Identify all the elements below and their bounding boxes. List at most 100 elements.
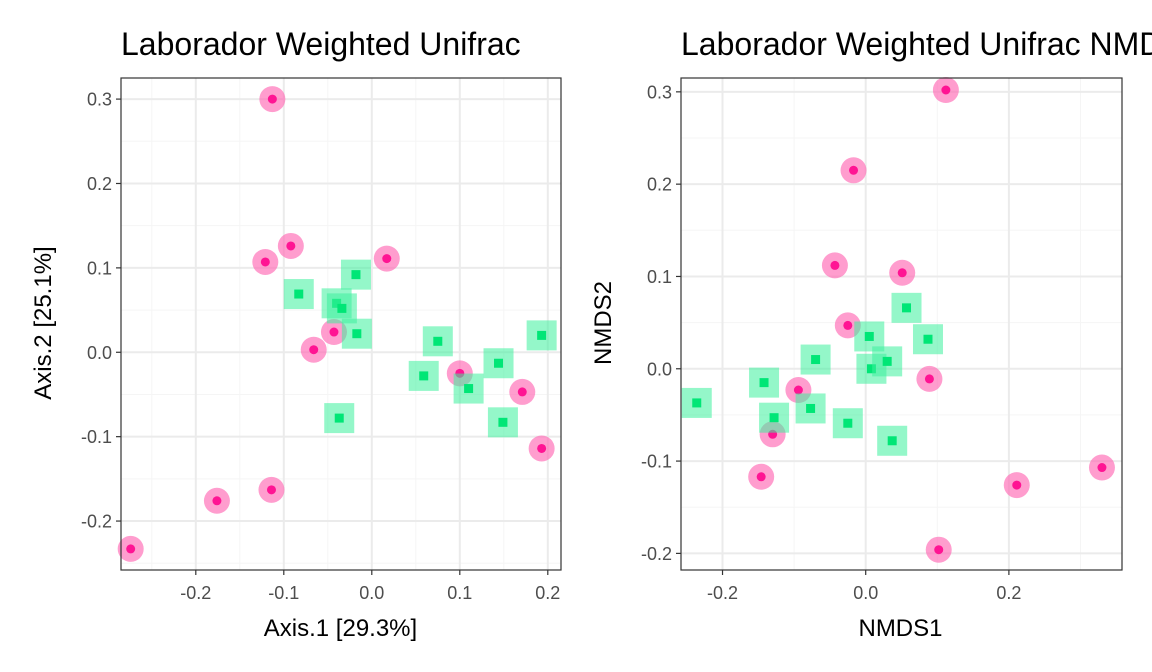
point-core — [294, 289, 304, 299]
point-core — [1012, 480, 1022, 490]
point-core — [334, 413, 344, 423]
point-core — [1097, 463, 1107, 473]
point-core — [756, 472, 766, 482]
point-core — [887, 436, 897, 446]
square-point — [340, 259, 371, 290]
circle-point — [821, 252, 848, 279]
x-tick-label: 0.0 — [853, 583, 878, 603]
square-point — [832, 408, 863, 439]
y-tick-label: 0.3 — [647, 82, 672, 102]
y-tick-label: 0.2 — [647, 175, 672, 195]
circle-point — [203, 487, 230, 514]
point-core — [882, 356, 892, 366]
square-point — [422, 326, 453, 357]
x-tick-label: -0.2 — [707, 583, 738, 603]
square-point — [749, 367, 780, 398]
point-core — [329, 327, 339, 337]
x-axis-title: Axis.1 [29.3%] — [264, 615, 417, 642]
y-tick-label: 0.2 — [87, 174, 112, 194]
panel-border — [120, 77, 562, 571]
x-tick-label: 0.2 — [996, 583, 1021, 603]
circle-point — [840, 157, 867, 184]
point-core — [419, 371, 429, 381]
square-point — [487, 407, 518, 438]
x-tick-label: 0.2 — [535, 583, 560, 603]
point-core — [759, 378, 769, 388]
x-axis-title: NMDS1 — [858, 615, 942, 642]
circle-point — [300, 336, 327, 363]
point-core — [537, 330, 547, 340]
point-core — [897, 268, 907, 278]
square-point — [324, 403, 355, 434]
chart-nmds: Laborador Weighted Unifrac NMDS NMDS1 NM… — [590, 26, 1152, 642]
point-core — [212, 496, 222, 506]
point-core — [267, 94, 277, 104]
square-point — [453, 373, 484, 404]
data-points — [681, 77, 1115, 563]
circle-point — [1088, 454, 1115, 481]
point-core — [352, 329, 362, 339]
point-core — [830, 260, 840, 270]
point-core — [806, 403, 816, 413]
point-core — [260, 257, 270, 267]
point-core — [811, 355, 821, 365]
chart-pcoa: Laborador Weighted Unifrac Axis.1 [29.3%… — [30, 26, 562, 642]
point-core — [864, 331, 874, 341]
circle-point — [1003, 472, 1030, 499]
point-core — [498, 417, 508, 427]
circle-point — [748, 463, 775, 490]
x-tick-label: 0.0 — [359, 583, 384, 603]
circle-point — [320, 319, 347, 346]
circle-point — [916, 365, 943, 392]
chart-title: Laborador Weighted Unifrac NMDS — [681, 26, 1152, 62]
y-tick-label: 0.3 — [87, 90, 112, 110]
panel-border — [680, 77, 1123, 571]
circle-point — [925, 536, 952, 563]
point-core — [849, 165, 859, 175]
square-point — [800, 344, 831, 375]
circle-point — [252, 248, 279, 275]
x-tick-label: -0.2 — [180, 583, 211, 603]
point-core — [843, 320, 853, 330]
y-tick-label: 0.0 — [647, 359, 672, 379]
point-core — [941, 85, 951, 95]
circle-point — [932, 77, 959, 103]
grid — [681, 78, 1122, 570]
point-core — [337, 303, 347, 313]
point-core — [126, 544, 136, 554]
point-core — [843, 418, 853, 428]
point-core — [769, 413, 779, 423]
circle-point — [889, 259, 916, 286]
y-tick-label: -0.2 — [81, 512, 112, 532]
square-point — [872, 346, 903, 377]
square-point — [795, 393, 826, 424]
x-tick-label: -0.1 — [268, 583, 299, 603]
circle-point — [117, 535, 144, 562]
point-core — [934, 545, 944, 555]
square-point — [877, 425, 908, 456]
square-point — [483, 348, 514, 379]
y-tick-label: 0.1 — [647, 267, 672, 287]
point-core — [793, 385, 803, 395]
point-core — [351, 270, 361, 280]
y-tick-label: -0.2 — [641, 544, 672, 564]
square-point — [526, 320, 557, 351]
point-core — [866, 364, 876, 374]
square-point — [912, 324, 943, 355]
point-core — [382, 254, 392, 264]
point-core — [309, 345, 319, 355]
square-point — [759, 402, 790, 433]
y-tick-label: -0.1 — [641, 452, 672, 472]
y-tick-label: 0.0 — [87, 343, 112, 363]
point-core — [924, 374, 934, 384]
point-core — [923, 334, 933, 344]
square-point — [326, 293, 357, 324]
circle-point — [277, 232, 304, 259]
square-point — [891, 292, 922, 323]
circle-point — [259, 86, 286, 113]
data-points — [117, 86, 557, 562]
y-axis-title: NMDS2 — [590, 281, 617, 365]
circle-point — [258, 476, 285, 503]
point-core — [902, 303, 912, 313]
point-core — [692, 398, 702, 408]
